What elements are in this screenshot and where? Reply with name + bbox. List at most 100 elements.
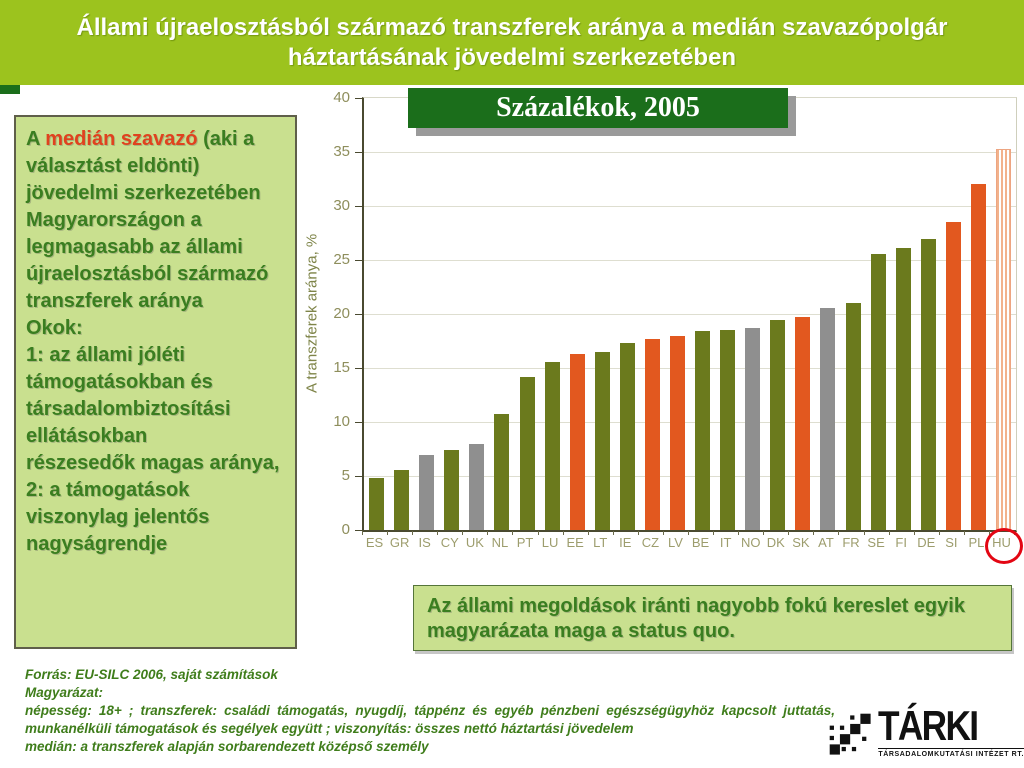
bar-EE bbox=[569, 353, 585, 530]
bar-slot-NO bbox=[740, 98, 765, 530]
bar-slot-FR bbox=[840, 98, 865, 530]
x-tickmark-5 bbox=[487, 531, 489, 535]
x-label-LU: LU bbox=[541, 535, 559, 550]
x-tickmark-3 bbox=[437, 531, 439, 535]
x-tickmark-10 bbox=[612, 531, 614, 535]
x-label-GR: GR bbox=[389, 535, 410, 550]
x-label-IT: IT bbox=[719, 535, 732, 550]
bar-slot-CZ bbox=[640, 98, 665, 530]
bar-IT bbox=[720, 330, 736, 530]
x-tickmark-16 bbox=[763, 531, 765, 535]
gridline-30 bbox=[364, 206, 1016, 207]
x-tickmark-9 bbox=[587, 531, 589, 535]
bar-PT bbox=[519, 376, 535, 530]
y-axis-labels: 0 5 10 15 20 25 30 35 40 bbox=[318, 89, 356, 538]
x-axis-labels: ES GR IS CY UK NL PT LU EE LT IE CZ LV BE IT NO DK SK AT FR… bbox=[362, 535, 1014, 553]
gridline-10 bbox=[364, 422, 1016, 423]
chart-title-text: Százalékok, 2005 bbox=[496, 92, 700, 123]
x-label-FR: FR bbox=[842, 535, 860, 550]
explanation-body: (aki a választást eldönti) jövedelmi sze… bbox=[26, 128, 280, 555]
gridline-15 bbox=[364, 368, 1016, 369]
x-label-CZ: CZ bbox=[641, 535, 660, 550]
bar-slot-SI bbox=[941, 98, 966, 530]
chart-title-badge: Százalékok, 2005 bbox=[408, 88, 788, 128]
x-label-BE: BE bbox=[691, 535, 710, 550]
bar-FI bbox=[895, 248, 911, 530]
bar-slot-LV bbox=[665, 98, 690, 530]
header-accent-bar bbox=[0, 85, 20, 94]
x-label-LT: LT bbox=[593, 535, 608, 550]
x-tickmark-17 bbox=[788, 531, 790, 535]
x-label-CY: CY bbox=[440, 535, 459, 550]
bar-DK bbox=[770, 320, 786, 530]
bar-NL bbox=[494, 414, 510, 530]
y-label-20: 20 bbox=[333, 305, 350, 322]
bar-slot-IS bbox=[414, 98, 439, 530]
bar-CZ bbox=[644, 338, 660, 530]
hu-highlight-circle bbox=[985, 528, 1023, 564]
x-label-DE: DE bbox=[917, 535, 936, 550]
x-tickmark-6 bbox=[512, 531, 514, 535]
footer-source: Forrás: EU-SILC 2006, saját számítások bbox=[25, 667, 278, 682]
x-tickmark-23 bbox=[938, 531, 940, 535]
x-tickmark-15 bbox=[738, 531, 740, 535]
y-tickmark-0 bbox=[355, 530, 362, 531]
callout-box: Az állami megoldások iránti nagyobb fokú… bbox=[413, 585, 1012, 651]
bar-slot-PL bbox=[966, 98, 991, 530]
x-label-NL: NL bbox=[491, 535, 509, 550]
bar-slot-FI bbox=[891, 98, 916, 530]
bar-slot-ES bbox=[364, 98, 389, 530]
bar-slot-IT bbox=[715, 98, 740, 530]
y-tickmark-5 bbox=[355, 476, 362, 477]
footer-median-note: medián: a transzferek alapján sorbarende… bbox=[25, 739, 429, 754]
y-label-10: 10 bbox=[333, 413, 350, 430]
y-tickmark-20 bbox=[355, 314, 362, 315]
x-tickmark-24 bbox=[963, 531, 965, 535]
x-tickmark-19 bbox=[838, 531, 840, 535]
x-tickmark-8 bbox=[562, 531, 564, 535]
bar-LT bbox=[594, 351, 610, 530]
bar-slot-LU bbox=[540, 98, 565, 530]
x-label-PT: PT bbox=[516, 535, 534, 550]
bar-HU bbox=[995, 148, 1011, 530]
x-tickmark-0 bbox=[362, 531, 363, 535]
y-tickmark-40 bbox=[355, 98, 362, 99]
bar-IE bbox=[619, 343, 635, 530]
x-tickmark-12 bbox=[662, 531, 664, 535]
footer-legend-label: Magyarázat: bbox=[25, 685, 104, 700]
bar-UK bbox=[469, 443, 485, 530]
x-label-FI: FI bbox=[895, 535, 907, 550]
bar-CY bbox=[444, 450, 460, 530]
explanation-highlight: medián szavazó bbox=[45, 128, 198, 150]
x-label-AT: AT bbox=[818, 535, 834, 550]
footer-definition: népesség: 18+ ; transzferek: családi tám… bbox=[25, 703, 835, 736]
tarki-logo-name: TÁRKI bbox=[878, 702, 979, 749]
x-tickmark-7 bbox=[537, 531, 539, 535]
bar-SI bbox=[945, 222, 961, 530]
x-tickmark-22 bbox=[913, 531, 915, 535]
bar-DE bbox=[920, 239, 936, 530]
y-label-15: 15 bbox=[333, 359, 350, 376]
y-tickmark-25 bbox=[355, 260, 362, 261]
y-label-30: 30 bbox=[333, 197, 350, 214]
gridline-20 bbox=[364, 314, 1016, 315]
y-label-40: 40 bbox=[333, 89, 350, 106]
slide-header: Állami újraelosztásból származó transzfe… bbox=[0, 0, 1024, 85]
bar-slot-DE bbox=[916, 98, 941, 530]
x-label-IE: IE bbox=[619, 535, 632, 550]
bar-slot-UK bbox=[464, 98, 489, 530]
y-label-0: 0 bbox=[341, 521, 350, 538]
x-label-IS: IS bbox=[418, 535, 431, 550]
bar-SE bbox=[870, 253, 886, 530]
x-tickmark-21 bbox=[888, 531, 890, 535]
bar-slot-IE bbox=[615, 98, 640, 530]
bar-slot-PT bbox=[514, 98, 539, 530]
footer-notes: Forrás: EU-SILC 2006, saját számítások M… bbox=[25, 666, 835, 756]
y-tickmark-35 bbox=[355, 152, 362, 153]
x-tickmark-13 bbox=[688, 531, 689, 535]
bar-BE bbox=[695, 331, 711, 530]
bar-slot-GR bbox=[389, 98, 414, 530]
bar-GR bbox=[394, 469, 410, 530]
x-tickmark-4 bbox=[462, 531, 464, 535]
